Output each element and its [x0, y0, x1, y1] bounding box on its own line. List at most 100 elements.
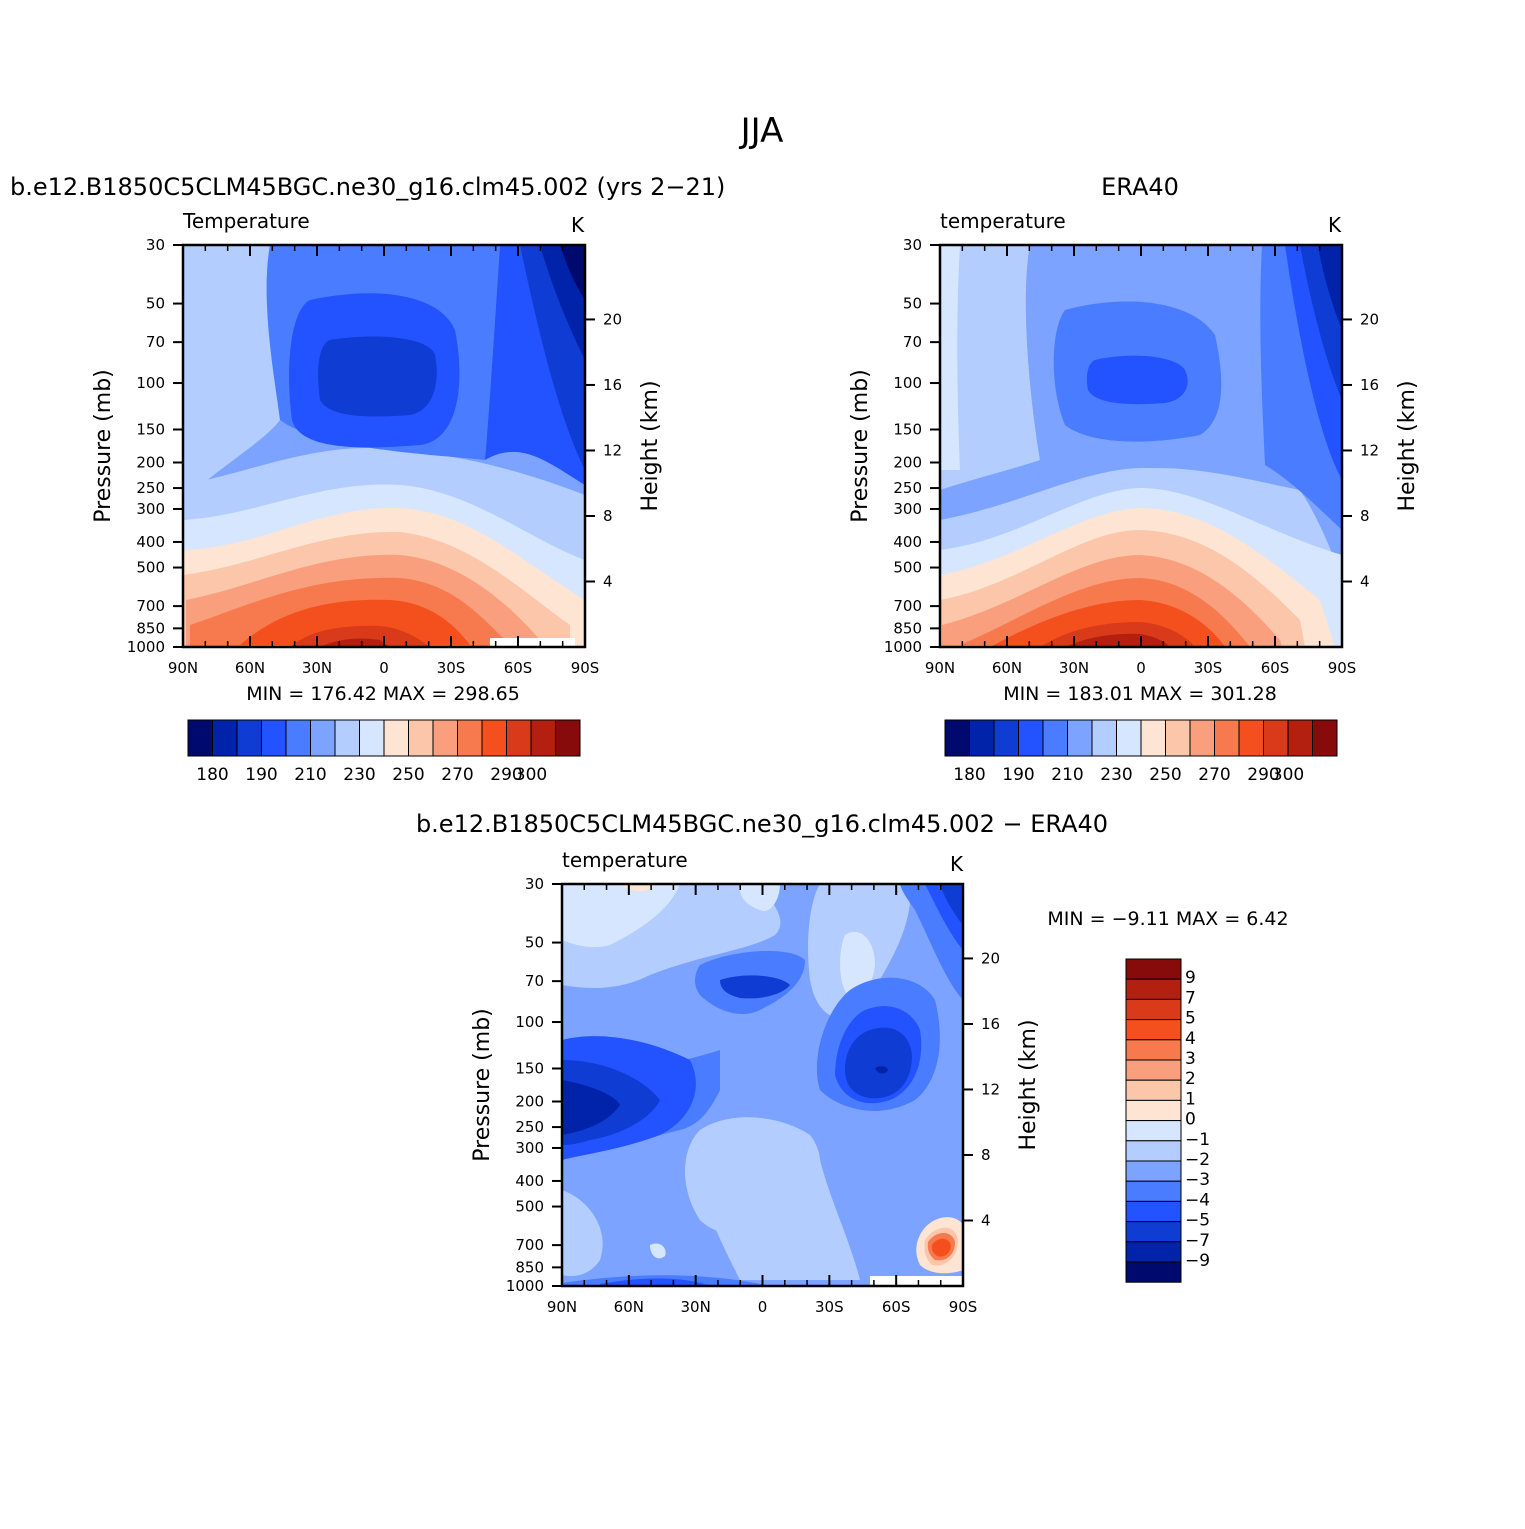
model-colorbar-label: 210 — [294, 765, 326, 785]
contour-band-minus5 — [940, 884, 963, 925]
era40-colorbar-box — [1140, 719, 1166, 757]
model-y-tick-label: 500 — [136, 559, 165, 577]
model-y-tick-label: 300 — [136, 500, 165, 518]
era40-y2-tick-label: 8 — [1360, 507, 1370, 525]
era40-colorbar-box — [1165, 719, 1191, 757]
era40-x-tick-label: 90N — [925, 659, 955, 677]
difference-colorbar-label: 4 — [1185, 1029, 1196, 1049]
contour-band-185 — [1318, 245, 1342, 330]
model-y-tick-label: 50 — [146, 295, 165, 313]
era40-colorbar-box — [1214, 719, 1240, 757]
difference-y-tick-label: 200 — [515, 1092, 544, 1110]
difference-x-tick-label: 30N — [681, 1298, 711, 1316]
era40-colorbar-box — [1116, 719, 1142, 757]
difference-colorbar-box — [1125, 1140, 1182, 1162]
era40-x-tick-label: 60N — [992, 659, 1022, 677]
contour-band-230 — [940, 245, 1040, 490]
difference-x-tick-label: 60S — [882, 1298, 911, 1316]
difference-y-tick-label: 300 — [515, 1139, 544, 1157]
model-colorbar-box — [506, 719, 532, 757]
model-x-tick-label: 0 — [379, 659, 389, 677]
era40-colorbar-label: 230 — [1100, 765, 1132, 785]
era40-colorbar-label: 180 — [953, 765, 985, 785]
model-colorbar-label: 270 — [441, 765, 473, 785]
difference-variable-label: temperature — [562, 848, 688, 872]
contour-band-180 — [560, 245, 585, 300]
contour-band-240 — [940, 245, 960, 470]
model-colorbar-box — [383, 719, 409, 757]
difference-units-label: K — [950, 852, 964, 876]
model-y-tick-label: 700 — [136, 597, 165, 615]
era40-colorbar-box — [1287, 719, 1313, 757]
model-contour-field — [183, 245, 585, 647]
contour-band-minus4 — [600, 1278, 710, 1286]
difference-colorbar-box — [1125, 1221, 1182, 1243]
contour-band-minus7 — [875, 1066, 888, 1074]
model-x-tick-label: 90N — [168, 659, 198, 677]
difference-x-tick-label: 30S — [815, 1298, 844, 1316]
era40-colorbar-label: 250 — [1149, 765, 1181, 785]
era40-colorbar-box — [944, 719, 970, 757]
contour-band-200 — [1086, 355, 1188, 405]
era40-panel-title: ERA40 — [1101, 173, 1179, 201]
difference-x-tick-label: 0 — [758, 1298, 768, 1316]
model-colorbar-label: 250 — [392, 765, 424, 785]
era40-axes: 90N 60N 30N 0 30S 60S 90S 30 50 70 100 150 200 250 300… — [848, 236, 1420, 677]
model-colorbar-box — [187, 719, 213, 757]
era40-y2-tick-label: 4 — [1360, 572, 1370, 590]
difference-colorbar-label: 5 — [1185, 1009, 1196, 1029]
era40-x-tick-label: 90S — [1328, 659, 1357, 677]
missing-data-area — [870, 1276, 963, 1286]
difference-y2-axis-title: Height (km) — [1016, 1019, 1041, 1150]
difference-panel-title: b.e12.B1850C5CLM45BGC.ne30_g16.clm45.002… — [416, 810, 1108, 838]
difference-min-max: MIN = −9.11 MAX = 6.42 — [1047, 908, 1288, 930]
era40-colorbar-box — [1189, 719, 1215, 757]
model-y-tick-label: 30 — [146, 236, 165, 254]
era40-y2-tick-label: 20 — [1360, 310, 1379, 328]
model-y-tick-label: 100 — [136, 374, 165, 392]
model-x-tick-label: 30N — [302, 659, 332, 677]
model-y-tick-label: 150 — [136, 421, 165, 439]
model-y2-tick-label: 16 — [603, 376, 622, 394]
era40-y2-axis-title: Height (km) — [1395, 380, 1420, 511]
contour-band-0 — [840, 931, 875, 997]
model-colorbar-label: 290 — [490, 765, 522, 785]
era40-contour-field — [940, 245, 1342, 647]
model-axes: 90N 60N 30N 0 30S 60S 90S 30 50 70 100 150 200 250 300… — [91, 236, 663, 677]
era40-y-tick-label: 50 — [903, 295, 922, 313]
contour-band-295 — [290, 625, 430, 647]
era40-colorbar-box — [1042, 719, 1068, 757]
model-x-tick-label: 60N — [235, 659, 265, 677]
model-y2-tick-label: 12 — [603, 441, 622, 459]
difference-y-tick-label: 1000 — [506, 1277, 544, 1295]
contour-band-5 — [931, 1238, 951, 1257]
era40-colorbar-box — [1018, 719, 1044, 757]
difference-contour-field — [562, 884, 963, 1286]
model-y-tick-label: 850 — [136, 619, 165, 637]
era40-y2-tick-label: 16 — [1360, 376, 1379, 394]
model-y-tick-label: 200 — [136, 453, 165, 471]
model-x-tick-label: 60S — [504, 659, 533, 677]
model-y2-tick-label: 20 — [603, 310, 622, 328]
model-colorbar-box — [212, 719, 238, 757]
model-colorbar-box — [530, 719, 556, 757]
model-colorbar-box — [285, 719, 311, 757]
difference-y-tick-label: 50 — [525, 934, 544, 952]
era40-colorbar-box — [993, 719, 1019, 757]
contour-band-290 — [240, 599, 470, 645]
era40-y-tick-label: 200 — [893, 453, 922, 471]
model-x-tick-label: 90S — [571, 659, 600, 677]
figure-title: JJA — [739, 111, 784, 151]
difference-y2-tick-label: 12 — [981, 1080, 1000, 1098]
difference-y2-tick-label: 20 — [981, 949, 1000, 967]
difference-y-axis-title: Pressure (mb) — [470, 1008, 495, 1162]
era40-x-tick-label: 0 — [1136, 659, 1146, 677]
model-y-tick-label: 250 — [136, 479, 165, 497]
difference-colorbar-label: 9 — [1185, 968, 1196, 988]
model-colorbar-box — [408, 719, 434, 757]
difference-colorbar-label: −9 — [1185, 1251, 1210, 1271]
difference-y-tick-label: 700 — [515, 1236, 544, 1254]
